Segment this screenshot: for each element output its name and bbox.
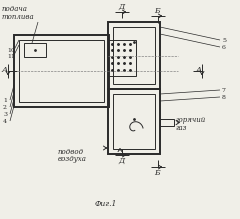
Bar: [160, 119, 174, 126]
Text: 5: 5: [222, 38, 226, 43]
Bar: [113, 94, 155, 149]
Text: Б: Б: [154, 169, 160, 177]
Text: 2: 2: [3, 105, 7, 110]
Bar: [19, 40, 104, 102]
Bar: [113, 27, 155, 84]
Text: Д: Д: [118, 157, 124, 165]
Text: Д: Д: [118, 3, 124, 11]
Text: 7: 7: [222, 88, 226, 93]
Text: 6: 6: [222, 45, 226, 50]
Bar: [108, 89, 160, 154]
Text: 4: 4: [3, 119, 7, 124]
Text: подача: подача: [2, 5, 28, 13]
Text: 1: 1: [3, 98, 7, 103]
Text: А: А: [195, 66, 201, 74]
Text: подвод: подвод: [58, 148, 84, 156]
Bar: [14, 35, 109, 107]
Text: топлива: топлива: [2, 13, 35, 21]
Bar: [108, 40, 136, 76]
Text: воздуха: воздуха: [58, 155, 87, 163]
Bar: [108, 22, 160, 89]
Text: Фиг.1: Фиг.1: [95, 200, 117, 208]
Text: газ: газ: [176, 124, 187, 132]
Text: 3: 3: [3, 112, 7, 117]
Text: А: А: [1, 66, 7, 74]
Text: 8: 8: [222, 95, 226, 100]
Text: 11: 11: [7, 54, 15, 59]
Bar: [24, 43, 46, 57]
Text: горячий: горячий: [176, 116, 206, 124]
Text: Б: Б: [154, 7, 160, 15]
Text: 10: 10: [7, 48, 15, 53]
